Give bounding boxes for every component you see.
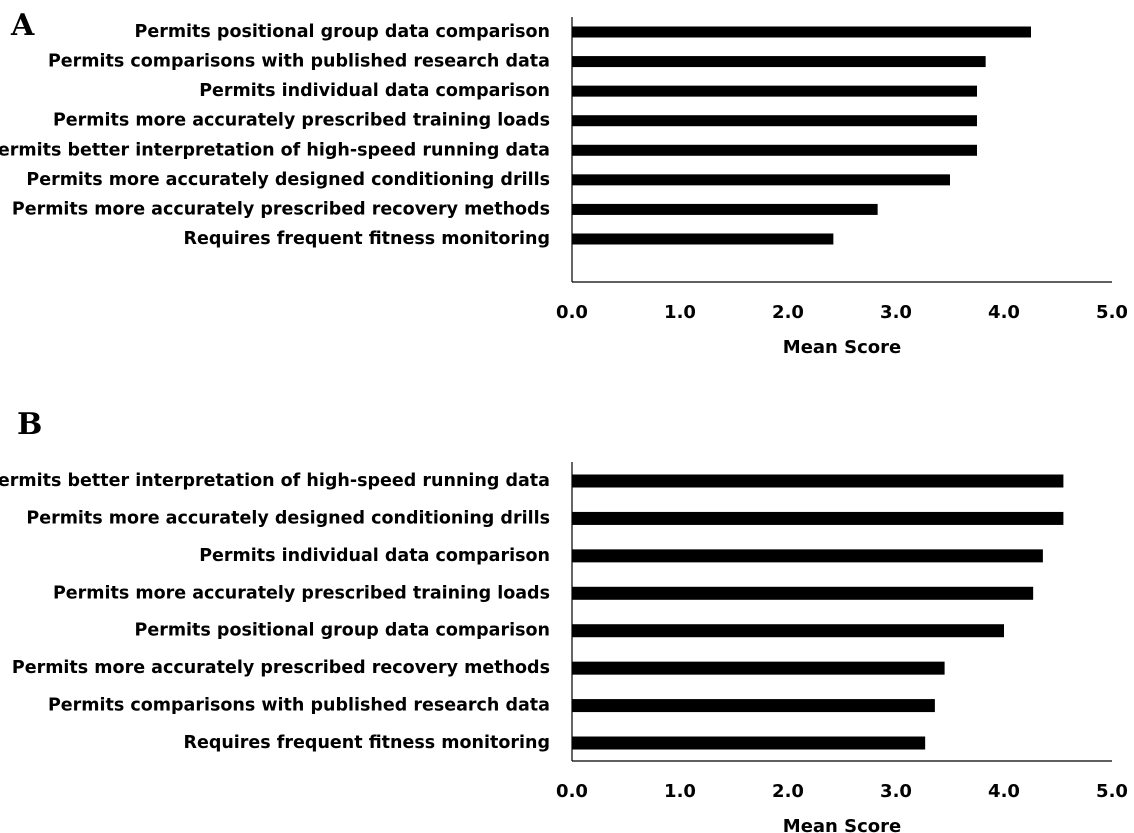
panel-a-tick-label: 5.0 (1096, 302, 1128, 323)
panel-a-category-label: Requires frequent fitness monitoring (183, 229, 550, 249)
panel-a-category-labels: Permits positional group data comparison… (0, 22, 550, 249)
panel-b: B Permits better interpretation of high-… (0, 407, 1128, 833)
panel-a-category-label: Permits comparisons with published resea… (48, 52, 550, 72)
panel-a-bar (572, 56, 986, 68)
panel-b-category-label: Permits better interpretation of high-sp… (0, 471, 550, 491)
panel-a-bar (572, 85, 977, 97)
panel-b-x-axis-title: Mean Score (783, 816, 901, 833)
panel-a-bar (572, 233, 834, 245)
panel-b-category-label: Requires frequent fitness monitoring (183, 733, 550, 753)
panel-a-category-label: Permits more accurately prescribed recov… (12, 199, 550, 219)
panel-b-category-labels: Permits better interpretation of high-sp… (0, 471, 550, 753)
panel-b-category-label: Permits positional group data comparison (135, 621, 551, 641)
panel-a-category-label: Permits individual data comparison (199, 81, 550, 101)
panel-a-category-label: Permits better interpretation of high-sp… (0, 140, 550, 160)
panel-a-tick-label: 4.0 (988, 302, 1020, 323)
panel-a-x-axis-title: Mean Score (783, 337, 901, 358)
panel-a-bar (572, 203, 878, 215)
panel-b-bar (572, 699, 935, 713)
panel-a-label: A (10, 8, 35, 43)
panel-a-bar (572, 26, 1031, 38)
panel-a-tick-label: 3.0 (880, 302, 912, 323)
panel-b-tick-label: 1.0 (664, 781, 696, 802)
panel-a-tick-label: 2.0 (772, 302, 804, 323)
panel-b-label: B (17, 407, 42, 442)
panel-b-tick-label: 2.0 (772, 781, 804, 802)
panel-b-tick-label: 3.0 (880, 781, 912, 802)
panel-a-tick-label: 1.0 (664, 302, 696, 323)
panel-b-bar (572, 586, 1034, 600)
panel-a-tick-label: 0.0 (556, 302, 588, 323)
panel-b-bar (572, 661, 945, 675)
panel-b-category-label: Permits more accurately prescribed recov… (12, 658, 550, 678)
panel-b-category-label: Permits more accurately prescribed train… (53, 583, 550, 603)
panel-b-bar (572, 511, 1064, 525)
panel-b-category-label: Permits comparisons with published resea… (48, 696, 550, 716)
panel-b-category-label: Permits more accurately designed conditi… (26, 508, 550, 528)
panel-b-tick-labels: 0.0 1.0 2.0 3.0 4.0 5.0 (556, 781, 1128, 802)
panel-b-tick-label: 5.0 (1096, 781, 1128, 802)
panel-b-bar (572, 624, 1004, 638)
panel-a-bars (572, 26, 1031, 245)
panel-a-category-label: Permits more accurately designed conditi… (26, 170, 550, 190)
panel-b-category-label: Permits individual data comparison (199, 546, 550, 566)
panel-a-category-label: Permits more accurately prescribed train… (53, 111, 550, 131)
panel-a-category-label: Permits positional group data comparison (135, 22, 551, 42)
panel-a-bar (572, 174, 950, 186)
panel-b-bars (572, 474, 1064, 750)
panel-a: A Permits positional group data comparis… (0, 8, 1128, 358)
panel-b-bar (572, 474, 1064, 488)
panel-a-bar (572, 115, 977, 127)
panel-a-bar (572, 144, 977, 156)
panel-b-tick-label: 4.0 (988, 781, 1020, 802)
panel-b-bar (572, 736, 926, 750)
panel-a-tick-labels: 0.0 1.0 2.0 3.0 4.0 5.0 (556, 302, 1128, 323)
panel-b-tick-label: 0.0 (556, 781, 588, 802)
panel-b-bar (572, 549, 1043, 563)
